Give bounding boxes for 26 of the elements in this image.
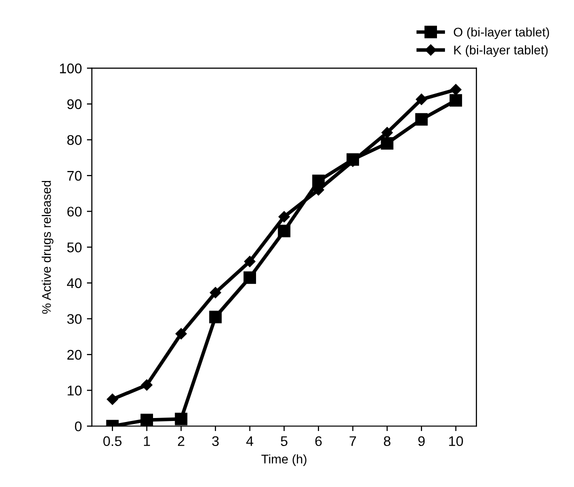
- y-tick-label: 50: [67, 242, 82, 252]
- x-tick-label: 5: [280, 436, 288, 446]
- y-tick-label: 10: [68, 386, 82, 396]
- y-tick-label: 40: [66, 278, 82, 288]
- x-tick-label: 0.5: [103, 436, 122, 446]
- x-tick-label: 8: [384, 436, 390, 446]
- x-tick-label: 7: [350, 436, 356, 446]
- x-tick-label: 1: [144, 436, 150, 446]
- legend-label: K (bi-layer tablet): [454, 45, 548, 57]
- y-tick-label: 60: [67, 206, 82, 217]
- y-tick-label: 80: [67, 135, 82, 145]
- x-tick-label: 6: [315, 436, 322, 446]
- x-tick-label: 2: [178, 436, 184, 446]
- y-tick-label: 90: [67, 99, 82, 110]
- x-tick-label: 4: [246, 436, 254, 446]
- y-tick-label: 100: [60, 64, 82, 74]
- y-tick-label: 30: [67, 314, 82, 324]
- y-tick-label: 20: [67, 350, 82, 360]
- x-axis-title: Time (h): [261, 454, 306, 466]
- x-tick-label: 3: [212, 436, 219, 446]
- legend-label: O (bi-layer tablet): [454, 27, 550, 40]
- y-tick-label: 70: [67, 170, 82, 181]
- y-axis-title: % Active drugs released: [42, 180, 54, 314]
- x-tick-label: 10: [449, 436, 463, 446]
- y-tick-label: 0: [74, 421, 82, 432]
- x-tick-label: 9: [418, 436, 425, 446]
